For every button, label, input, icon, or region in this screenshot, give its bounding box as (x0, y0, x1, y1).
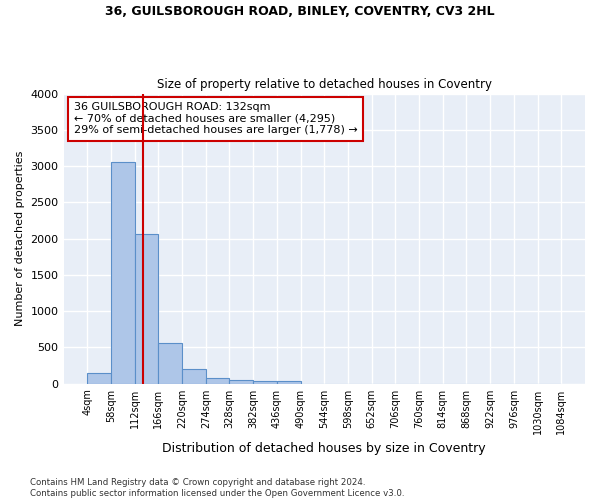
Bar (111, 162, 134, 384)
Bar (182, 369, 206, 384)
Text: 36 GUILSBOROUGH ROAD: 132sqm
← 70% of detached houses are smaller (4,295)
29% of: 36 GUILSBOROUGH ROAD: 132sqm ← 70% of de… (74, 102, 358, 136)
Bar (206, 378, 229, 384)
Text: Contains HM Land Registry data © Crown copyright and database right 2024.
Contai: Contains HM Land Registry data © Crown c… (30, 478, 404, 498)
Bar (229, 380, 253, 384)
Title: Size of property relative to detached houses in Coventry: Size of property relative to detached ho… (157, 78, 492, 91)
Bar (87, 372, 111, 384)
Bar (277, 380, 301, 384)
X-axis label: Distribution of detached houses by size in Coventry: Distribution of detached houses by size … (163, 442, 486, 455)
Y-axis label: Number of detached properties: Number of detached properties (15, 151, 25, 326)
Text: 36, GUILSBOROUGH ROAD, BINLEY, COVENTRY, CV3 2HL: 36, GUILSBOROUGH ROAD, BINLEY, COVENTRY,… (105, 5, 495, 18)
Bar (158, 343, 182, 384)
Bar (134, 234, 158, 384)
Bar (253, 380, 277, 384)
